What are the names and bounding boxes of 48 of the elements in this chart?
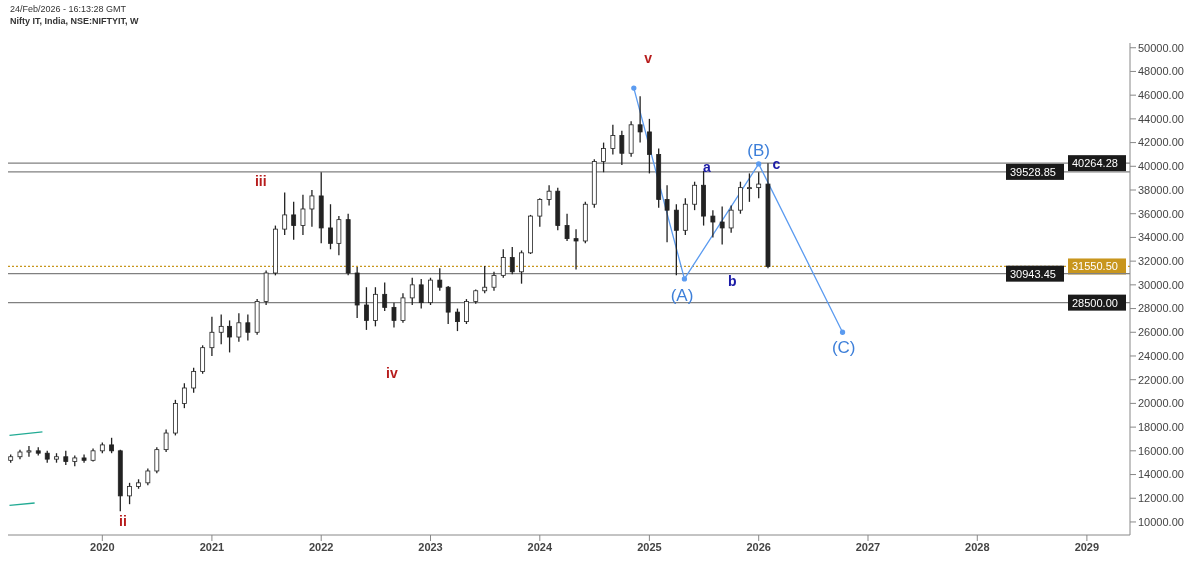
x-tick-label: 2023 — [418, 540, 443, 553]
x-tick-label: 2021 — [199, 540, 225, 553]
ref-line-label: 39528.85 — [1010, 165, 1056, 178]
y-tick-label: 42000.00 — [1138, 136, 1184, 149]
annotation: c — [772, 155, 781, 172]
ref-line-label: 31550.50 — [1072, 260, 1118, 273]
y-tick-label: 10000.00 — [1138, 515, 1184, 528]
ref-line-label: 40264.28 — [1072, 157, 1118, 170]
annotation: b — [728, 272, 737, 289]
y-tick-label: 38000.00 — [1138, 183, 1184, 196]
annotation: (A) — [670, 285, 694, 305]
y-tick-label: 46000.00 — [1138, 89, 1184, 102]
x-tick-label: 2028 — [965, 540, 990, 553]
y-tick-label: 50000.00 — [1138, 41, 1184, 54]
text: 24/Feb/2026 - 16:13:28 GMT — [10, 4, 128, 14]
x-tick-label: 2027 — [855, 540, 881, 553]
x-tick-label: 2026 — [746, 540, 771, 553]
y-tick-label: 24000.00 — [1138, 349, 1184, 362]
annotation: a — [702, 158, 711, 175]
annotation: (C) — [831, 338, 856, 358]
y-tick-label: 28000.00 — [1138, 302, 1184, 315]
x-tick-label: 2022 — [308, 540, 334, 553]
annotation: (B) — [747, 141, 771, 161]
annotation: iv — [386, 364, 398, 381]
ref-line-label: 30943.45 — [1010, 267, 1056, 280]
y-tick-label: 22000.00 — [1138, 373, 1184, 386]
y-tick-label: 18000.00 — [1138, 421, 1184, 434]
y-tick-label: 12000.00 — [1138, 492, 1184, 505]
y-tick-label: 20000.00 — [1138, 397, 1184, 410]
y-tick-label: 34000.00 — [1138, 231, 1184, 244]
ref-line-label: 28500.00 — [1072, 296, 1118, 309]
y-tick-label: 32000.00 — [1138, 255, 1184, 268]
y-tick-label: 48000.00 — [1138, 65, 1184, 78]
annotation: v — [644, 50, 653, 67]
annotation: ii — [119, 512, 127, 529]
y-tick-label: 40000.00 — [1138, 160, 1184, 173]
y-tick-label: 30000.00 — [1138, 278, 1184, 291]
y-tick-label: 36000.00 — [1138, 207, 1184, 220]
x-tick-label: 2020 — [90, 540, 115, 553]
x-tick-label: 2025 — [637, 540, 662, 553]
y-tick-label: 16000.00 — [1138, 444, 1184, 457]
y-tick-label: 44000.00 — [1138, 112, 1184, 125]
x-tick-label: 2024 — [527, 540, 553, 553]
y-tick-label: 14000.00 — [1138, 468, 1184, 481]
annotation: iii — [254, 172, 267, 189]
x-tick-label: 2029 — [1074, 540, 1100, 553]
y-tick-label: 26000.00 — [1138, 326, 1184, 339]
chart-title: Nifty IT, India, NSE:NIFTYIT, W — [10, 16, 139, 26]
